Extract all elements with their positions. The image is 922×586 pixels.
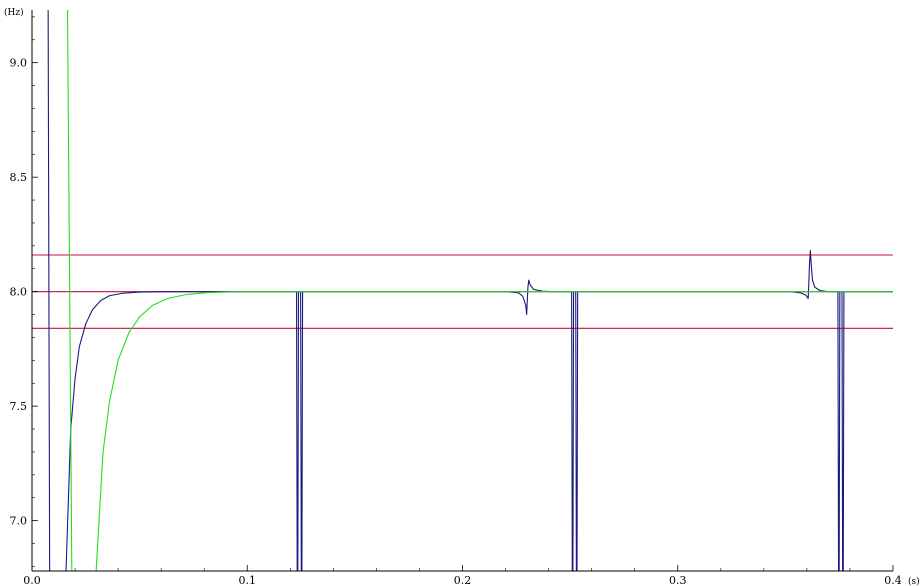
x-tick-label: 0.2 [454,574,472,586]
x-axis-unit-label: (s) [908,576,920,586]
plot-area [32,10,893,571]
series-line-2 [66,10,893,571]
y-tick-label: 8.5 [10,171,28,184]
tick-labels: 0.0 0.1 0.2 0.3 0.4 7.0 7.5 8.0 8.5 9.0 [10,57,902,586]
axes [31,10,893,572]
x-tick-label: 0.1 [239,574,257,586]
y-tick-label: 9.0 [10,57,28,70]
ticks [31,16,894,571]
x-tick-label: 0.3 [669,574,687,586]
x-tick-label: 0.0 [23,574,41,586]
y-tick-label: 7.0 [10,515,28,528]
x-tick-label: 0.4 [884,574,902,586]
y-tick-label: 8.0 [10,286,28,299]
y-axis-unit-label: (Hz) [4,7,24,18]
y-tick-label: 7.5 [10,400,28,413]
series-line-1 [47,10,893,571]
